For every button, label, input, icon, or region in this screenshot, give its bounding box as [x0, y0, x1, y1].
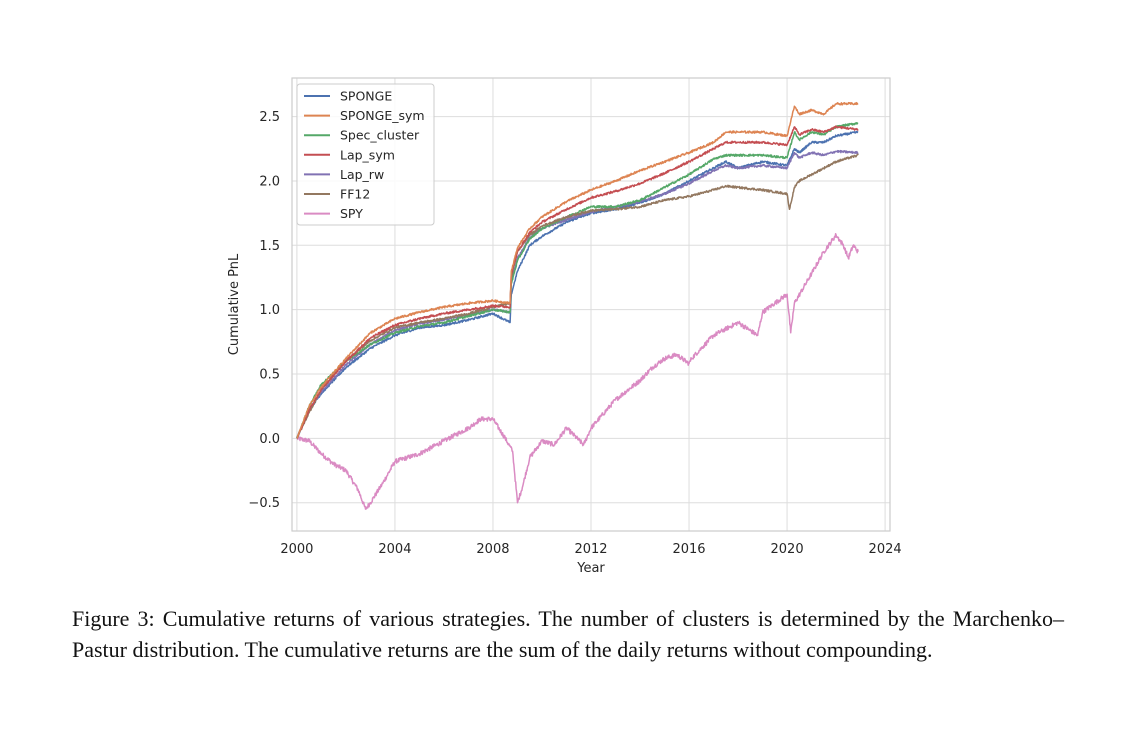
series-layer	[296, 101, 859, 510]
x-tick-label: 2004	[378, 542, 411, 557]
y-tick-label: 0.5	[259, 367, 280, 382]
y-tick-label: −0.5	[248, 496, 280, 511]
legend-label: SPONGE	[340, 89, 392, 104]
legend-label: Spec_cluster	[340, 128, 420, 143]
y-tick-label: 1.5	[259, 239, 280, 254]
grid-lines	[292, 78, 890, 531]
plot-frame	[291, 77, 891, 532]
y-tick-label: 2.5	[259, 110, 280, 125]
series-line-lap-sym	[296, 125, 859, 439]
figure-caption: Figure 3: Cumulative returns of various …	[72, 606, 1064, 662]
legend-label: SPY	[340, 206, 363, 221]
series-line-sponge	[296, 130, 859, 439]
y-tick-label: 0.0	[259, 432, 280, 447]
cumulative-pnl-chart: 2000 2004 2008 2012 2016 2020 2024 −0.5 0.0 0.5 1…	[227, 77, 902, 576]
x-axis-ticks: 2000 2004 2008 2012 2016 2020 2024	[280, 542, 901, 557]
x-tick-label: 2008	[476, 542, 509, 557]
x-tick-label: 2016	[672, 542, 705, 557]
legend-box	[296, 83, 435, 226]
legend: SPONGE SPONGE_sym Spec_cluster Lap_sym Lap_r…	[296, 83, 435, 226]
legend-label: Lap_rw	[340, 167, 384, 182]
y-tick-label: 1.0	[259, 303, 280, 318]
x-tick-label: 2012	[574, 542, 607, 557]
x-axis-label: Year	[576, 561, 605, 576]
y-axis-ticks: −0.5 0.0 0.5 1.0 1.5 2.0 2.5	[248, 110, 280, 511]
series-line-spy	[296, 232, 859, 510]
series-line-ff12	[296, 153, 859, 440]
series-line-sponge-sym	[296, 101, 859, 439]
x-tick-label: 2020	[771, 542, 804, 557]
legend-label: Lap_sym	[340, 147, 395, 162]
x-tick-label: 2024	[869, 542, 902, 557]
y-tick-label: 2.0	[259, 174, 280, 189]
y-axis-label: Cumulative PnL	[227, 253, 242, 355]
legend-label: SPONGE_sym	[340, 108, 425, 123]
legend-label: FF12	[340, 187, 370, 202]
x-tick-label: 2000	[280, 542, 313, 557]
